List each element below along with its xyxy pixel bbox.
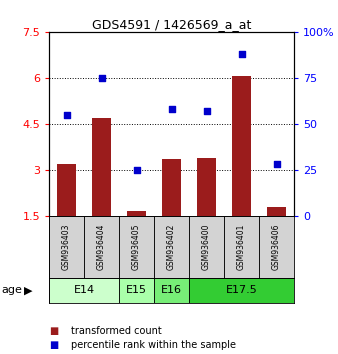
Text: ▶: ▶ <box>24 285 33 295</box>
Text: percentile rank within the sample: percentile rank within the sample <box>71 340 236 350</box>
Bar <box>197 158 216 216</box>
Text: E14: E14 <box>73 285 95 295</box>
Text: GSM936401: GSM936401 <box>237 224 246 270</box>
Bar <box>154 278 189 303</box>
Point <box>64 112 69 118</box>
Text: GSM936400: GSM936400 <box>202 224 211 270</box>
Bar <box>49 216 84 278</box>
Bar <box>57 164 76 216</box>
Bar <box>92 118 111 216</box>
Point <box>239 51 244 57</box>
Text: age: age <box>2 285 23 295</box>
Bar <box>119 278 154 303</box>
Text: GSM936403: GSM936403 <box>62 224 71 270</box>
Text: ■: ■ <box>49 340 58 350</box>
Point <box>134 167 139 173</box>
Point <box>99 75 104 81</box>
Text: E15: E15 <box>126 285 147 295</box>
Point <box>204 108 209 114</box>
Point <box>274 161 279 167</box>
Bar <box>84 216 119 278</box>
Bar <box>189 278 294 303</box>
Bar <box>127 211 146 216</box>
Point <box>169 106 174 112</box>
Bar <box>154 216 189 278</box>
Bar <box>232 76 251 216</box>
Text: GSM936404: GSM936404 <box>97 224 106 270</box>
Bar <box>49 278 119 303</box>
Title: GDS4591 / 1426569_a_at: GDS4591 / 1426569_a_at <box>92 18 251 31</box>
Bar <box>267 207 286 216</box>
Bar <box>259 216 294 278</box>
Text: GSM936402: GSM936402 <box>167 224 176 270</box>
Text: ■: ■ <box>49 326 58 336</box>
Text: GSM936406: GSM936406 <box>272 224 281 270</box>
Bar <box>189 216 224 278</box>
Text: E17.5: E17.5 <box>226 285 258 295</box>
Text: transformed count: transformed count <box>71 326 162 336</box>
Text: E16: E16 <box>161 285 182 295</box>
Bar <box>162 159 181 216</box>
Bar <box>224 216 259 278</box>
Text: GSM936405: GSM936405 <box>132 224 141 270</box>
Bar <box>119 216 154 278</box>
